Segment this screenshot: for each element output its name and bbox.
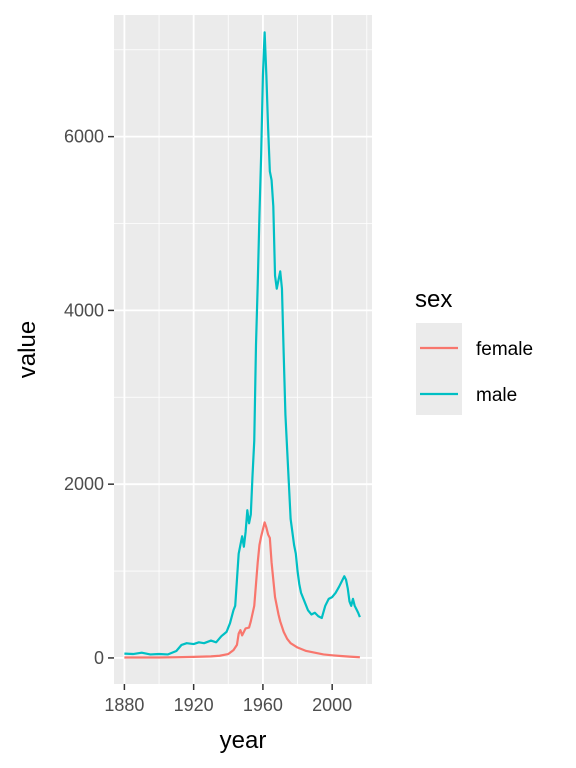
legend-title: sex — [415, 286, 452, 313]
legend-items: female male — [420, 339, 533, 406]
x-tick-label: 2000 — [312, 695, 352, 715]
y-tick-label: 0 — [94, 648, 104, 668]
x-tick-label: 1960 — [243, 695, 283, 715]
y-tick-label: 4000 — [64, 300, 104, 320]
series-line-female — [124, 521, 360, 659]
axis-ticks — [108, 135, 333, 690]
y-tick-label: 6000 — [64, 127, 104, 147]
legend: sex female male — [415, 286, 533, 415]
series-layer — [124, 31, 361, 659]
minor-gridlines — [114, 15, 372, 684]
legend-label-male: male — [476, 385, 517, 406]
plot-panel — [114, 15, 372, 684]
x-tick-label: 1880 — [104, 695, 144, 715]
legend-key-background — [416, 323, 462, 415]
x-axis-title: year — [220, 727, 267, 754]
y-axis-title: value — [14, 321, 41, 378]
major-gridlines — [114, 15, 372, 684]
axis-tick-labels: 1880 1920 1960 2000 0 2000 4000 6000 — [64, 127, 352, 715]
series-line-male — [124, 31, 361, 656]
legend-label-female: female — [476, 339, 533, 360]
x-tick-label: 1920 — [174, 695, 214, 715]
y-tick-label: 2000 — [64, 474, 104, 494]
